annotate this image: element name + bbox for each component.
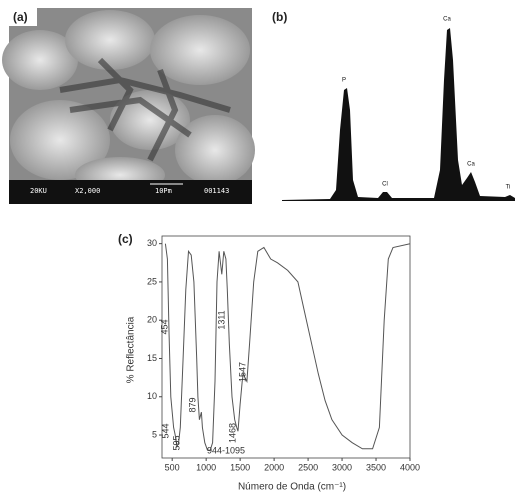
peak-annotation: 595 [171,435,181,450]
x-tick-label: 1500 [230,462,250,472]
x-tick-label: 2000 [264,462,284,472]
eds-peak-label: P [342,78,346,84]
panel-label: (b) [272,10,287,24]
plot-frame [161,235,411,459]
x-axis-label: Número de Onda (cm⁻¹) [238,482,346,493]
x-tick-label: 2500 [298,462,318,472]
sem-text: 20KU [30,187,47,195]
x-tick-label: 4000 [400,462,420,472]
panel-label: (a) [13,10,28,24]
eds-peak-label: Ti [506,185,511,191]
peak-annotation: 544 [160,423,170,438]
peak-annotation: 1468 [227,423,237,443]
y-tick-label: 25 [147,276,157,286]
y-tick-label: 20 [147,315,157,325]
x-tick-label: 1000 [196,462,216,472]
peak-annotation: 454 [159,319,169,334]
peak-annotation: 944-1095 [207,445,245,455]
label-box [9,8,37,26]
x-tick-label: 500 [165,462,180,472]
spectrum-line [164,243,411,451]
x-tick-label: 3500 [366,462,386,472]
sem-text: 10Pm [155,187,172,195]
y-tick-label: 5 [152,429,157,439]
y-tick-label: 10 [147,391,157,401]
x-tick-label: 3000 [332,462,352,472]
eds-peak-label: Ca [467,162,475,168]
eds-peak-label: Cl [382,182,388,188]
sem-image [2,8,255,204]
y-tick-label: 15 [147,353,157,363]
sem-text: X2,000 [75,187,100,195]
eds-peak-label: Ca [443,17,451,23]
y-tick-label: 30 [147,238,157,248]
eds-spectrum [282,28,515,201]
peak-annotation: 879 [187,397,197,412]
sem-text: 001143 [204,187,229,195]
y-axis-label: % Reflectância [126,316,137,383]
peak-annotation: 1311 [216,310,226,329]
panel-label: (c) [118,232,133,246]
peak-annotation: 1547 [237,362,247,382]
